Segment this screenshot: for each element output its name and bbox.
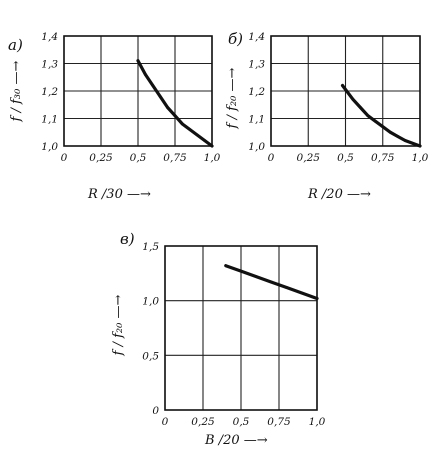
y-tick-label: 1,0 xyxy=(41,141,58,153)
chart-panel-1: 0 0,25 0,5 0,75 1,0 1,0 1,1 1,2 1,3 1,4 a) R /30 —→… xyxy=(8,31,221,202)
x-axis-label: R /20 —→ xyxy=(307,187,371,202)
x-axis-label: B /20 —→ xyxy=(204,433,268,448)
x-tick-label: 0,75 xyxy=(371,152,395,164)
y-tick-label: 1,1 xyxy=(248,114,265,126)
data-point xyxy=(403,139,407,142)
chart-panel-3: 0 0,25 0,5 0,75 1,0 0 0,5 1,0 1,5 в) B /20 —→ f / f… xyxy=(111,230,326,448)
x-tick-label: 0 xyxy=(61,152,68,164)
y-tick-label: 1,3 xyxy=(248,59,265,71)
data-point xyxy=(373,119,377,123)
data-point xyxy=(173,114,177,118)
data-point xyxy=(341,84,344,87)
data-point xyxy=(181,122,184,126)
panel-label: a) xyxy=(8,36,23,54)
data-point xyxy=(151,84,155,87)
data-point xyxy=(396,134,400,138)
data-point xyxy=(188,128,192,131)
data-point xyxy=(359,106,362,109)
data-point xyxy=(158,95,162,98)
data-point xyxy=(411,141,414,145)
y-tick-label: 1,1 xyxy=(41,114,58,126)
plot-frame xyxy=(270,35,421,147)
y-tick-label: 1,4 xyxy=(248,31,265,43)
data-point xyxy=(136,59,140,63)
data-point xyxy=(351,97,355,101)
plot-frame xyxy=(164,245,318,411)
y-tick-label: 0 xyxy=(152,405,159,417)
data-point xyxy=(300,291,304,295)
y-tick-label: 1,0 xyxy=(248,141,265,153)
data-point xyxy=(285,286,288,289)
y-tick-label: 1,2 xyxy=(41,86,58,98)
y-tick-label: 1,3 xyxy=(41,59,58,71)
panel-label: в) xyxy=(120,230,135,248)
series-line xyxy=(340,83,422,148)
x-tick-label: 1,0 xyxy=(204,152,221,164)
x-tick-label: 0,25 xyxy=(297,152,321,164)
y-axis-label: f / f₃₀ —→ xyxy=(9,61,24,123)
x-tick-label: 0,25 xyxy=(191,416,215,428)
x-tick-label: 1,0 xyxy=(412,152,429,164)
y-tick-label: 1,0 xyxy=(142,296,159,308)
x-tick-label: 0,5 xyxy=(130,152,147,164)
x-axis-label: R /30 —→ xyxy=(87,187,151,202)
data-point xyxy=(239,269,243,273)
x-tick-label: 0,5 xyxy=(337,152,354,164)
x-tick-label: 0,25 xyxy=(89,152,113,164)
y-axis-label: f / f₂₀ —→ xyxy=(111,295,126,357)
x-tick-label: 0 xyxy=(162,416,169,428)
y-tick-label: 1,5 xyxy=(142,241,159,253)
x-tick-label: 0,75 xyxy=(267,416,291,428)
x-tick-label: 0,75 xyxy=(163,152,187,164)
data-point xyxy=(224,264,228,268)
data-point xyxy=(315,297,319,300)
x-tick-label: 0,5 xyxy=(233,416,250,428)
data-point xyxy=(254,275,258,279)
plot-frame xyxy=(63,35,213,147)
data-point xyxy=(210,144,214,148)
data-point xyxy=(388,130,392,134)
chart-panel-2: 0 0,25 0,5 0,75 1,0 1,0 1,1 1,2 1,3 1,4 б) R /20 —→… xyxy=(225,30,429,202)
y-tick-label: 0,5 xyxy=(142,350,159,362)
y-tick-label: 1,4 xyxy=(41,31,58,43)
data-point xyxy=(366,114,370,118)
data-point xyxy=(270,280,273,284)
y-tick-label: 1,2 xyxy=(248,86,265,98)
x-tick-label: 0 xyxy=(268,152,275,164)
y-axis-label: f / f₂₀ —→ xyxy=(225,68,240,130)
data-point xyxy=(195,133,199,137)
data-point xyxy=(418,144,422,148)
panel-label: б) xyxy=(228,30,243,48)
data-point xyxy=(203,139,207,142)
data-point xyxy=(166,106,170,109)
data-point xyxy=(381,125,385,129)
data-point xyxy=(144,73,147,76)
x-tick-label: 1,0 xyxy=(309,416,326,428)
